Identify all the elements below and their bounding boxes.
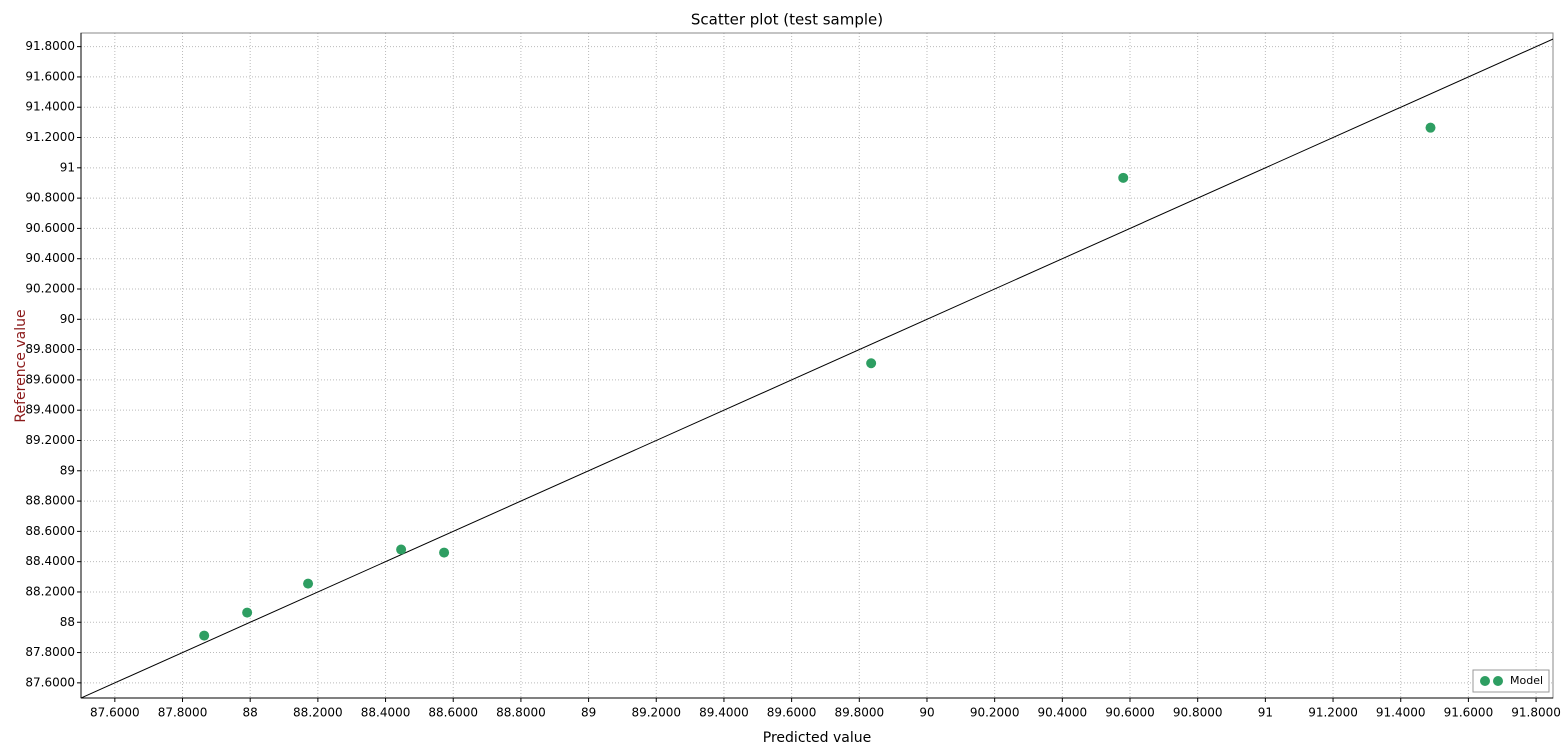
x-tick-label: 91.4000 <box>1376 706 1426 720</box>
y-tick-label: 91.4000 <box>25 100 75 114</box>
x-tick-label: 87.8000 <box>158 706 208 720</box>
x-tick-label: 88.6000 <box>428 706 478 720</box>
y-tick-label: 88.8000 <box>25 494 75 508</box>
x-tick-label: 91.6000 <box>1444 706 1494 720</box>
y-tick-label: 88.2000 <box>25 584 75 598</box>
point <box>439 547 450 558</box>
y-tick-label: 91 <box>60 160 75 174</box>
x-tick-label: 89.4000 <box>699 706 749 720</box>
x-tick-label: 88.8000 <box>496 706 546 720</box>
y-tick-label: 91.8000 <box>25 39 75 53</box>
x-tick-label: 90.2000 <box>970 706 1020 720</box>
legend-marker <box>1493 676 1503 686</box>
point <box>866 358 877 369</box>
point <box>1425 122 1436 133</box>
x-tick-label: 90.8000 <box>1173 706 1223 720</box>
y-tick-label: 89.4000 <box>25 403 75 417</box>
x-tick-label: 90 <box>919 706 934 720</box>
x-tick-label: 89 <box>581 706 596 720</box>
y-tick-label: 90 <box>60 312 75 326</box>
y-tick-label: 90.2000 <box>25 282 75 296</box>
x-tick-label: 90.4000 <box>1038 706 1088 720</box>
y-tick-label: 90.6000 <box>25 221 75 235</box>
y-axis-label: Reference value <box>13 309 29 422</box>
legend-label: Model <box>1510 674 1543 687</box>
y-tick-label: 88.4000 <box>25 554 75 568</box>
y-tick-label: 89 <box>60 463 75 477</box>
point <box>242 607 253 618</box>
y-tick-label: 88 <box>60 615 75 629</box>
legend-marker <box>1480 676 1490 686</box>
x-tick-label: 87.6000 <box>90 706 140 720</box>
x-tick-label: 89.8000 <box>834 706 884 720</box>
point <box>396 544 407 555</box>
y-tick-label: 89.2000 <box>25 433 75 447</box>
x-tick-label: 89.6000 <box>767 706 817 720</box>
y-tick-label: 89.8000 <box>25 342 75 356</box>
y-tick-label: 91.2000 <box>25 130 75 144</box>
y-tick-label: 90.8000 <box>25 191 75 205</box>
y-tick-label: 87.8000 <box>25 645 75 659</box>
legend-box <box>1472 669 1550 693</box>
y-tick-label: 88.6000 <box>25 524 75 538</box>
identity-line <box>81 38 1553 698</box>
x-tick-label: 88 <box>243 706 258 720</box>
x-tick-label: 90.6000 <box>1105 706 1155 720</box>
x-tick-label: 91 <box>1258 706 1273 720</box>
plot-frame <box>80 32 1554 699</box>
point <box>199 630 210 641</box>
y-tick-label: 91.6000 <box>25 69 75 83</box>
x-tick-label: 91.2000 <box>1308 706 1358 720</box>
x-tick-label: 91.8000 <box>1511 706 1561 720</box>
point <box>1118 172 1129 183</box>
x-tick-label: 88.4000 <box>361 706 411 720</box>
y-tick-label: 90.4000 <box>25 251 75 265</box>
y-tick-label: 89.6000 <box>25 372 75 386</box>
chart-title: Scatter plot (test sample) <box>691 11 883 29</box>
x-tick-label: 88.2000 <box>293 706 343 720</box>
x-tick-label: 89.2000 <box>631 706 681 720</box>
x-axis-label: Predicted value <box>763 730 871 746</box>
point <box>303 578 314 589</box>
y-tick-label: 87.6000 <box>25 675 75 689</box>
